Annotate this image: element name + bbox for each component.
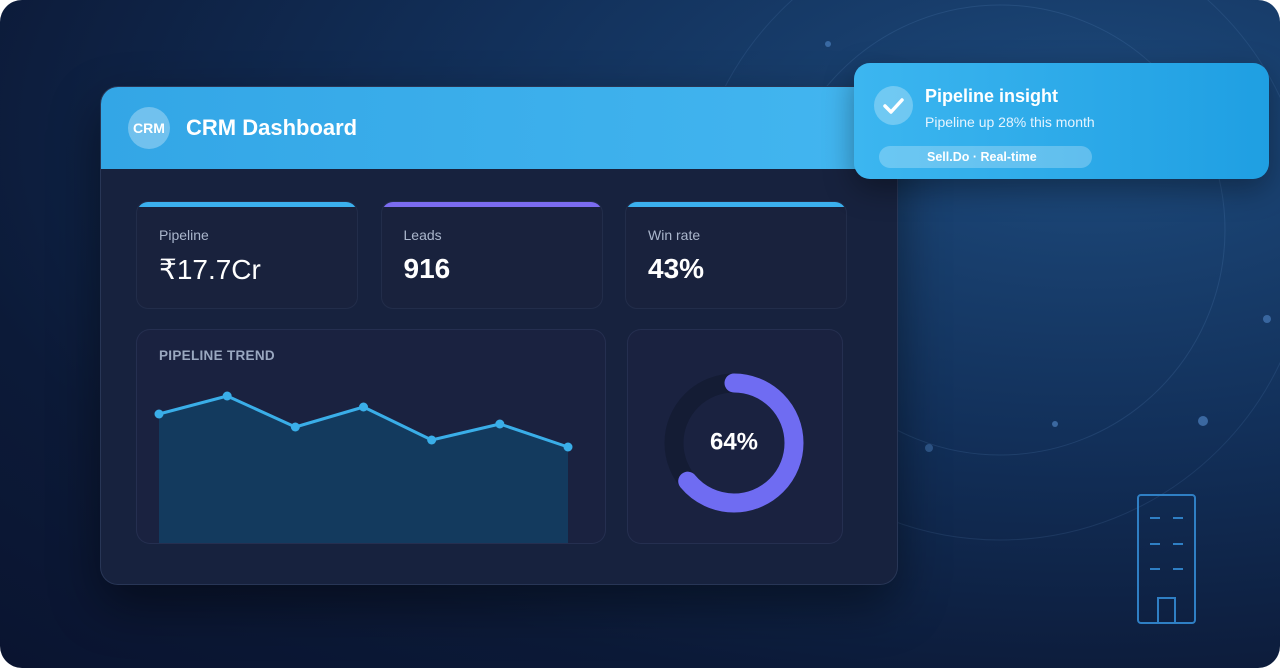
- kpi-label: Win rate: [648, 227, 701, 243]
- tag: Sell.Do · Real-time: [879, 146, 1092, 168]
- kpi-label: Leads: [403, 227, 442, 243]
- dot: [925, 444, 933, 452]
- header: CRM CRM Dashboard: [101, 87, 897, 169]
- notification[interactable]: Pipeline insight Pipeline up 28% this mo…: [854, 63, 1269, 179]
- trend-area: [159, 396, 568, 543]
- kpi-card: Pipeline ₹17.7Cr: [136, 201, 358, 309]
- dot: [825, 41, 831, 47]
- kpi-value: ₹17.7Cr: [159, 254, 261, 285]
- kpi-accent: [381, 202, 602, 207]
- dot: [1263, 315, 1271, 323]
- dot: [1052, 421, 1058, 427]
- donut-arc: [664, 373, 804, 513]
- kpi-accent: [137, 202, 357, 207]
- trend-point: [495, 419, 505, 429]
- trend-chart: [154, 391, 573, 543]
- trend-point: [222, 391, 232, 401]
- donut-chart: 64%: [664, 373, 804, 513]
- logo: CRM: [128, 107, 170, 149]
- dot: [1198, 416, 1208, 426]
- trend-point: [359, 402, 368, 412]
- trend-point: [154, 409, 164, 419]
- trend-point: [290, 422, 300, 432]
- trend-point: [427, 435, 437, 445]
- notification-title: Pipeline insight: [925, 86, 1059, 106]
- notification-message: Pipeline up 28% this month: [925, 114, 1095, 130]
- trend-panel: PIPELINE TREND: [136, 329, 606, 544]
- dashboard-card: CRM CRM Dashboard Pipeline ₹17.7Cr Leads 91…: [100, 86, 898, 585]
- kpi-card: Leads 916: [380, 201, 603, 309]
- kpi-value: 916: [403, 253, 451, 284]
- kpi-label: Pipeline: [159, 227, 209, 243]
- kpi-accent: [626, 202, 846, 207]
- donut-panel: 64%: [627, 329, 843, 544]
- building-icon: [1137, 494, 1196, 624]
- panel-title: PIPELINE TREND: [159, 348, 275, 363]
- donut-label: 64%: [710, 428, 758, 455]
- kpi-value: 43%: [648, 253, 705, 284]
- title: CRM Dashboard: [186, 115, 358, 140]
- kpi-card: Win rate 43%: [625, 201, 847, 309]
- check-icon: [874, 86, 913, 125]
- trend-point: [563, 442, 573, 452]
